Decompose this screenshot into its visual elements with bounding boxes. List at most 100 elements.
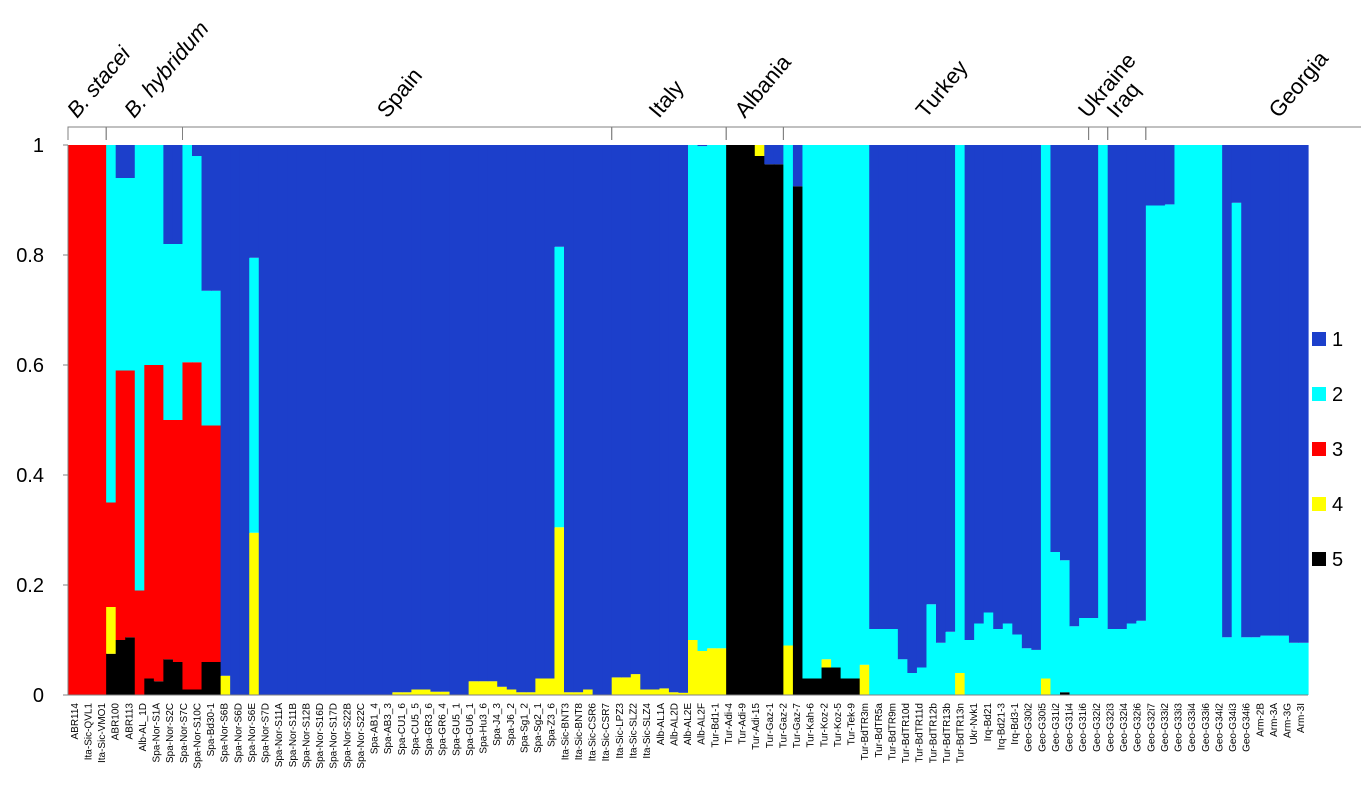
- bar-segment-4: [106, 607, 117, 654]
- x-tick-label: Tur-Gaz-2: [778, 703, 789, 749]
- x-tick-label: Tur-BdTR5a: [874, 703, 885, 758]
- bar-Tur-Gaz-1: [554, 145, 565, 695]
- group-georgia: Georgia: [1145, 46, 1361, 140]
- bar-segment-4: [420, 689, 432, 695]
- bar-Spa-CU1_6: [296, 145, 308, 695]
- bar-segment-5: [764, 164, 775, 695]
- bar-segment-2: [916, 667, 928, 695]
- x-tick-label: Ita-Sic-LPZ3: [615, 703, 626, 759]
- bar-segment-2: [1184, 145, 1195, 695]
- bar-segment-2: [1260, 635, 1271, 695]
- x-tick-label: Alb-AL2F: [697, 703, 708, 745]
- bar-segment-2: [1136, 620, 1147, 695]
- bar-segment-4: [707, 648, 718, 695]
- bar-segment-2: [1269, 635, 1280, 695]
- bars-layer: [68, 145, 1309, 695]
- x-tick-label: Spa-Nor-S11A: [274, 703, 285, 768]
- bar-segment-2: [907, 673, 918, 695]
- x-tick-label: Geo-G33i2: [1160, 703, 1171, 752]
- bar-segment-1: [649, 145, 660, 690]
- bar-Spa-J4_3: [363, 145, 374, 695]
- bar-segment-2: [812, 145, 823, 679]
- bar-Tur-BdTR9m: [640, 145, 651, 695]
- x-tick-label: Spa-Sg1_2: [519, 703, 530, 753]
- legend-label: 3: [1332, 439, 1343, 461]
- x-tick-label: Ita-Sic-BNT8: [574, 703, 585, 761]
- bar-segment-1: [897, 145, 908, 660]
- bar-segment-1: [478, 145, 489, 682]
- bar-Geo-G33i3: [840, 145, 851, 695]
- bar-Arm-3I: [1117, 145, 1128, 695]
- x-tick-label: Geo-G30i5: [1037, 703, 1048, 752]
- bar-Spa-Hu3_6: [354, 145, 365, 695]
- bar-segment-4: [411, 689, 422, 695]
- x-tick-label: Tur-Koz-2: [819, 703, 830, 748]
- bar-segment-3: [115, 370, 126, 640]
- bar-segment-2: [1040, 145, 1052, 679]
- bar-segment-5: [153, 681, 164, 695]
- x-tick-label: Geo-G33i4: [1187, 703, 1198, 752]
- legend-swatch: [1312, 387, 1326, 401]
- x-tick-label: Arm-3A: [1269, 703, 1280, 737]
- x-tick-label: Alb-AL2E: [683, 703, 694, 746]
- bar-Alb-AL2F: [506, 145, 517, 695]
- x-tick-label: Tur-Tek-9: [847, 703, 858, 746]
- y-tick-label: 0.8: [16, 245, 44, 267]
- group-label: Albania: [729, 49, 796, 122]
- bar-segment-4: [401, 692, 412, 695]
- bar-segment-2: [1012, 634, 1023, 695]
- bar-segment-2: [172, 244, 184, 420]
- bar-segment-1: [449, 145, 460, 695]
- bar-segment-5: [192, 689, 203, 695]
- bar-segment-4: [678, 692, 689, 695]
- bar-segment-2: [1155, 205, 1166, 695]
- bar-segment-4: [573, 692, 584, 695]
- x-tick-label: Geo-G32i2: [1092, 703, 1103, 752]
- bar-segment-2: [554, 246, 565, 528]
- bar-Irq-Bd3-1: [726, 145, 737, 695]
- bar-segment-1: [583, 145, 594, 690]
- bar-Arm-3A: [907, 145, 918, 695]
- bar-Spa-Nor-S1A: [125, 145, 136, 695]
- bar-ABR100: [96, 145, 107, 695]
- bar-segment-2: [1222, 637, 1233, 695]
- bar-segment-1: [544, 145, 556, 679]
- x-tick-label: Spa-Z3_6: [547, 703, 558, 747]
- bar-segment-2: [144, 145, 155, 365]
- bar-ABR113: [106, 145, 117, 695]
- bar-segment-5: [115, 640, 126, 695]
- bar-segment-1: [468, 145, 479, 682]
- x-tick-label: Ita-Sic-CSR6: [588, 703, 599, 762]
- x-tick-label: Spa-Nor-S17D: [329, 703, 340, 769]
- bar-Arm-3I: [1269, 145, 1280, 695]
- bar-Spa-Nor-S11A: [211, 145, 222, 695]
- bar-segment-1: [1117, 145, 1128, 629]
- bar-segment-2: [134, 145, 145, 591]
- x-tick-label: Ukr-Nvk1: [969, 703, 980, 745]
- bar-Spa-Nor-S7D: [201, 145, 212, 695]
- bar-segment-1: [525, 145, 536, 693]
- bar-segment-5: [802, 678, 813, 695]
- bar-segment-2: [1231, 202, 1242, 695]
- group-spain: Spain: [182, 63, 613, 140]
- legend-swatch: [1312, 552, 1326, 566]
- bar-segment-3: [172, 420, 184, 662]
- bar-segment-2: [926, 604, 937, 695]
- legend-item-2: 2: [1312, 384, 1343, 406]
- y-axis: 0 0.2 0.4 0.6 0.8 1: [16, 135, 1308, 707]
- bar-Spa-GU5_1: [335, 145, 346, 695]
- bar-segment-5: [812, 678, 823, 695]
- bar-Tur-Tek-9: [611, 145, 622, 695]
- x-tick-label: Tur-Adi-15: [751, 703, 762, 750]
- bar-Ita-Sic-LPZ3: [449, 145, 460, 695]
- bar-segment-2: [1212, 145, 1223, 695]
- bar-segment-1: [926, 145, 937, 605]
- bar-Ita-Sic-SLZ4: [468, 145, 479, 695]
- bar-segment-2: [1126, 623, 1137, 695]
- group-label: Spain: [372, 63, 427, 122]
- bar-Spa-CU5_5: [306, 145, 317, 695]
- bar-segment-2: [1298, 642, 1309, 695]
- bar-Arm-3I: [945, 145, 956, 695]
- bar-segment-3: [144, 365, 155, 679]
